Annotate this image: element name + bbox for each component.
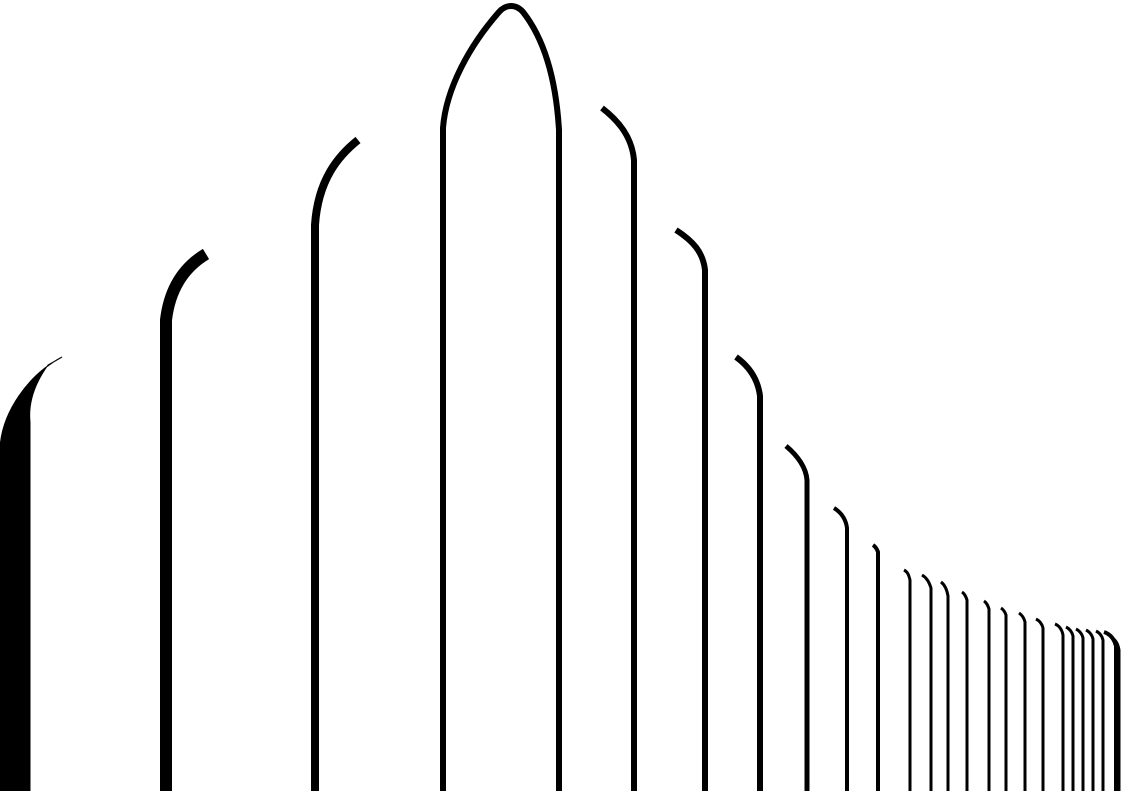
right-hook-stroke-2 bbox=[674, 227, 708, 791]
left-hook-stroke-1 bbox=[0, 356, 63, 791]
right-hook-stroke-18 bbox=[1085, 628, 1095, 791]
right-hook-stroke-7 bbox=[903, 568, 912, 791]
right-hook-stroke-1 bbox=[600, 105, 637, 791]
right-hook-stroke-10 bbox=[961, 590, 969, 791]
right-hook-stroke-19 bbox=[1095, 629, 1105, 791]
central-arch bbox=[440, 3, 562, 791]
right-hook-stroke-12 bbox=[1000, 606, 1008, 791]
right-hook-stroke-11 bbox=[983, 599, 991, 791]
right-hook-stroke-9 bbox=[940, 580, 950, 791]
right-hook-stroke-16 bbox=[1065, 625, 1075, 791]
right-hook-stroke-4 bbox=[784, 444, 810, 791]
right-hook-stroke-21 bbox=[1110, 635, 1121, 791]
right-hook-stroke-15 bbox=[1054, 622, 1065, 791]
right-hook-stroke-5 bbox=[832, 506, 849, 791]
left-hook-stroke-3 bbox=[311, 136, 361, 791]
right-hook-stroke-3 bbox=[734, 354, 763, 791]
right-hook-stroke-8 bbox=[921, 573, 933, 791]
left-hook-stroke-2 bbox=[160, 248, 210, 791]
right-hook-stroke-6 bbox=[871, 543, 880, 791]
right-hook-stroke-13 bbox=[1018, 611, 1027, 791]
right-hook-stroke-17 bbox=[1075, 627, 1085, 791]
right-hook-stroke-14 bbox=[1035, 617, 1045, 791]
